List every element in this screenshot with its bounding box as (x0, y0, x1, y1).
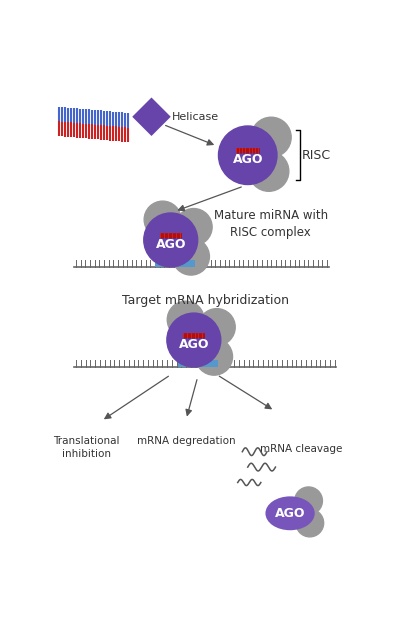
Text: Helicase: Helicase (172, 112, 219, 122)
Circle shape (296, 509, 324, 537)
Bar (183, 333, 205, 338)
Circle shape (167, 313, 221, 367)
Circle shape (172, 238, 210, 275)
Circle shape (195, 338, 233, 375)
Bar (155, 260, 195, 267)
Polygon shape (132, 97, 171, 136)
Circle shape (295, 487, 322, 515)
Circle shape (167, 301, 204, 338)
Text: AGO: AGO (156, 238, 186, 251)
Ellipse shape (266, 497, 315, 530)
Circle shape (175, 208, 212, 246)
Bar (236, 148, 260, 153)
Bar (178, 360, 218, 367)
Circle shape (198, 309, 235, 345)
Text: AGO: AGO (275, 507, 305, 520)
Circle shape (249, 151, 289, 192)
Bar (160, 232, 181, 238)
Circle shape (218, 126, 277, 185)
Text: RISC: RISC (302, 149, 331, 162)
Circle shape (251, 117, 291, 157)
Text: Target mRNA hybridization: Target mRNA hybridization (122, 294, 289, 307)
Text: mRNA degredation: mRNA degredation (137, 436, 235, 446)
Circle shape (144, 213, 198, 267)
Text: mRNA cleavage: mRNA cleavage (260, 444, 343, 454)
Text: Translational
inhibition: Translational inhibition (53, 436, 119, 459)
Text: AGO: AGO (179, 338, 209, 351)
Text: AGO: AGO (233, 153, 263, 166)
Circle shape (144, 201, 181, 238)
Text: Mature miRNA with
RISC complex: Mature miRNA with RISC complex (214, 209, 328, 239)
